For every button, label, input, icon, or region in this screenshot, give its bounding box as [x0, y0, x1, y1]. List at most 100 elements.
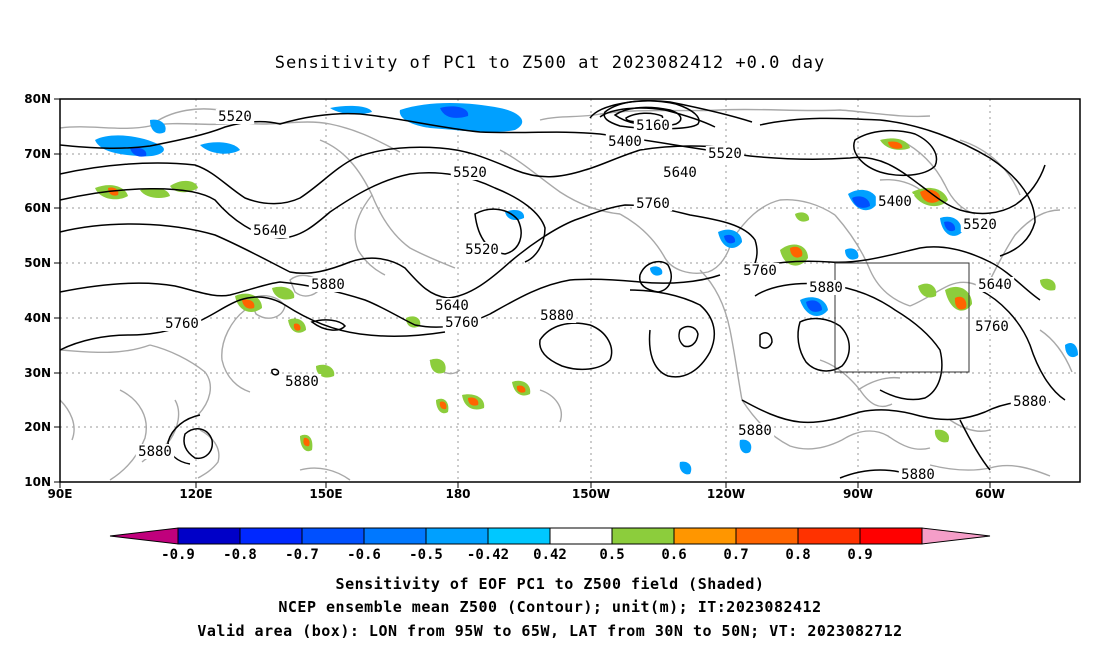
contour-label: 5520 — [963, 217, 997, 233]
contour-label: 5880 — [138, 444, 172, 460]
lon-tick-label: 150E — [309, 487, 342, 501]
colorbar-swatch — [673, 527, 737, 545]
colorbar-swatch — [239, 527, 303, 545]
colorbar-label: 0.7 — [723, 547, 748, 563]
contour-label: 5400 — [878, 194, 912, 210]
lon-tick-label: 60W — [975, 487, 1005, 501]
contour-label: 5880 — [285, 374, 319, 390]
lon-tick-label: 90E — [48, 487, 73, 501]
contour-label-bg — [972, 319, 1012, 334]
strong-negative-shading — [130, 106, 956, 312]
figure-title: Sensitivity of PC1 to Z500 at 2023082412… — [275, 53, 826, 73]
caption-line-3: Valid area (box): LON from 95W to 65W, L… — [197, 622, 902, 640]
contour-label-bg — [308, 277, 348, 292]
contour-label: 5880 — [901, 467, 935, 483]
colorbar-label: 0.9 — [847, 547, 872, 563]
contour-label-bg — [660, 165, 700, 180]
lon-tick-label: 120W — [707, 487, 745, 501]
contour-label: 5760 — [975, 319, 1009, 335]
contour-label-bg — [806, 280, 846, 295]
contour-label-bg — [282, 374, 322, 389]
contour-label: 5640 — [435, 298, 469, 314]
latitude-axis: 80N 70N 60N 50N 40N 30N 20N 10N — [24, 92, 60, 489]
lat-tick-label: 60N — [24, 201, 51, 215]
contour-label-bg — [250, 223, 290, 238]
colorbar-label: 0.5 — [599, 547, 624, 563]
lat-tick-label: 50N — [24, 256, 51, 270]
contour-label-bg — [740, 263, 780, 278]
caption-line-2: NCEP ensemble mean Z500 (Contour); unit(… — [278, 598, 821, 616]
contour-label: 5400 — [608, 134, 642, 150]
contour-label: 5880 — [809, 280, 843, 296]
contour-label: 5640 — [978, 277, 1012, 293]
colorbar-swatch — [735, 527, 799, 545]
colorbar-swatch — [301, 527, 365, 545]
contour-label: 5880 — [540, 308, 574, 324]
strong-positive-shading — [108, 141, 967, 447]
colorbar-label: -0.42 — [467, 547, 509, 563]
z500-contours — [59, 99, 1066, 479]
contour-label-bg — [705, 146, 745, 161]
colorbar-swatch — [797, 527, 861, 545]
contour-label-bg — [605, 134, 645, 149]
colorbar-swatch — [611, 527, 675, 545]
contour-label-bg — [135, 444, 175, 459]
contour-label: 5640 — [253, 223, 287, 239]
lon-tick-label: 90W — [843, 487, 873, 501]
contour-label-bg — [960, 217, 1000, 232]
colorbar-swatch — [425, 527, 489, 545]
contour-label: 5520 — [218, 109, 252, 125]
colorbar: -0.9 -0.8 -0.7 -0.6 -0.5 -0.42 0.42 0.5 0.6 0.7 0.… — [109, 527, 991, 563]
contour-label: 5520 — [453, 165, 487, 181]
contour-label: 5760 — [636, 196, 670, 212]
contour-label-bg — [875, 194, 915, 209]
contour-label: 5760 — [445, 315, 479, 331]
contour-label-bg — [735, 423, 775, 438]
colorbar-label: -0.8 — [223, 547, 257, 563]
contour-label-bg — [450, 165, 490, 180]
contour-label: 5520 — [465, 242, 499, 258]
contour-label: 5640 — [663, 165, 697, 181]
lat-tick-label: 10N — [24, 475, 51, 489]
valid-area-box — [834, 262, 970, 373]
colorbar-label: 0.8 — [785, 547, 810, 563]
contour-label-bg — [442, 315, 482, 330]
colorbar-high-triangle — [921, 527, 991, 545]
contour-label: 5520 — [708, 146, 742, 162]
colorbar-swatch — [177, 527, 241, 545]
lon-tick-label: 150W — [572, 487, 610, 501]
contour-label-bg — [162, 316, 202, 331]
lon-tick-label: 180 — [445, 487, 470, 501]
contour-label-bg — [898, 467, 938, 482]
contour-label-bg — [633, 196, 673, 211]
contour-label: 5880 — [738, 423, 772, 439]
contour-label-bg — [462, 242, 502, 257]
lat-tick-label: 30N — [24, 366, 51, 380]
lon-tick-label: 120E — [179, 487, 212, 501]
contour-label: 5760 — [743, 263, 777, 279]
lat-tick-label: 40N — [24, 311, 51, 325]
lat-tick-label: 20N — [24, 420, 51, 434]
colorbar-label: 0.42 — [533, 547, 567, 563]
colorbar-label: -0.7 — [285, 547, 319, 563]
contour-label: 5160 — [636, 118, 670, 134]
contour-label: 5880 — [311, 277, 345, 293]
lat-tick-label: 80N — [24, 92, 51, 106]
longitude-axis: 90E 120E 150E 180 150W 120W 90W 60W — [48, 482, 1005, 501]
colorbar-label: -0.6 — [347, 547, 381, 563]
colorbar-label: 0.6 — [661, 547, 686, 563]
contour-label-bg — [1010, 394, 1050, 409]
contour-label-bg — [432, 298, 472, 313]
colorbar-swatch — [363, 527, 427, 545]
colorbar-swatch — [487, 527, 551, 545]
contour-label-bg — [633, 118, 673, 133]
colorbar-label: -0.9 — [161, 547, 195, 563]
caption-line-1: Sensitivity of EOF PC1 to Z500 field (Sh… — [336, 575, 765, 593]
contour-label-bg — [215, 109, 255, 124]
colorbar-label: -0.5 — [409, 547, 443, 563]
colorbar-swatch — [859, 527, 923, 545]
contour-label-bg — [537, 308, 577, 323]
